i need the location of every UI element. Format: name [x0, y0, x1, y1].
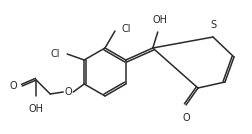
- Text: OH: OH: [29, 104, 44, 114]
- Text: Cl: Cl: [122, 24, 132, 34]
- Text: O: O: [182, 113, 190, 123]
- Text: O: O: [65, 87, 72, 97]
- Text: Cl: Cl: [51, 49, 60, 59]
- Text: S: S: [210, 20, 216, 30]
- Text: OH: OH: [152, 15, 167, 25]
- Text: O: O: [10, 81, 17, 91]
